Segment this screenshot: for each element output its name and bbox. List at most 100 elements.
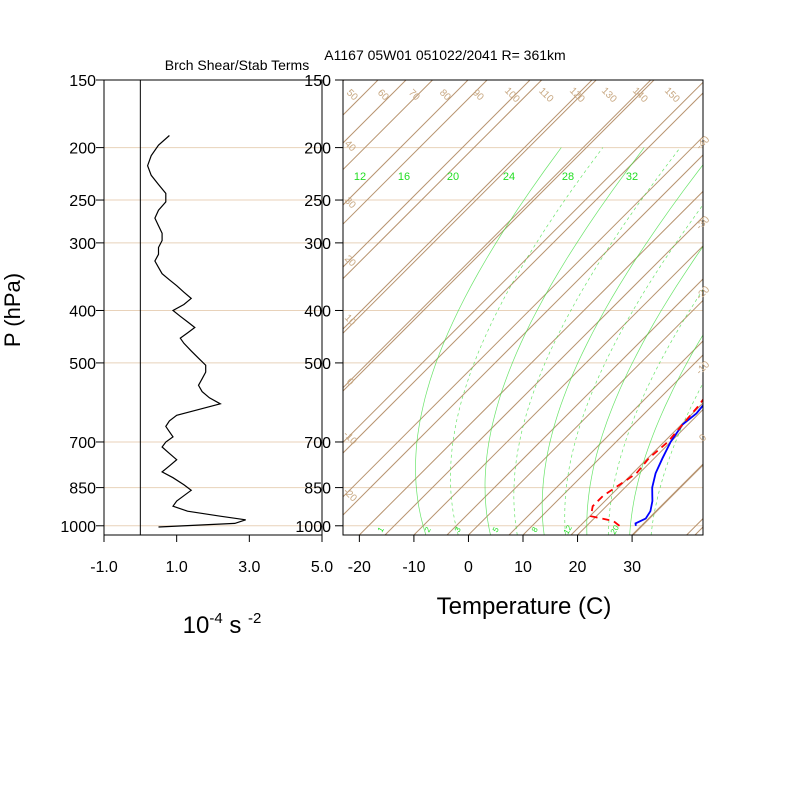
dry-adiabat-line [343,92,703,454]
dry-adiabat-line [343,80,655,392]
shear-x-axis-label-part: -2 [248,610,261,627]
mixing-ratio-line [564,204,703,535]
skew-isotherm-line [343,80,542,280]
mixing-ratio-label: 12 [354,171,366,183]
skew-isotherm-line [796,80,800,535]
dry-adiabat-label: 0 [344,376,356,388]
skew-isotherm-line [522,354,703,535]
skew-y-tick-label: 150 [304,73,331,90]
shear-y-tick-label: 850 [69,481,96,498]
skew-y-tick-label: 300 [304,236,331,253]
skew-x-tick-label: -20 [348,559,371,576]
mixing-ratio-line [629,334,703,535]
skew-isotherm-line [343,80,652,389]
mixing-ratio-bottom-label: 2 [423,525,433,534]
mixing-ratio-label: 32 [626,171,638,183]
skew-t-title: A1167 05W01 051022/2041 R= 361km [324,47,565,63]
dry-adiabat-label: 90 [470,87,486,103]
shear-x-tick-label: -1.0 [90,559,118,576]
mixing-ratio-line [650,382,703,535]
skew-isotherm-line [343,80,597,334]
skew-t-grid [0,75,800,635]
mixing-ratio-line [450,147,604,535]
skew-isotherm-line [0,80,269,535]
mixing-ratio-line [415,147,562,535]
dry-adiabat-line [0,75,225,635]
skew-isotherm-line [343,80,433,171]
skew-isotherm-line [741,80,800,535]
shear-x-tick-label: 1.0 [166,559,188,576]
skew-y-tick-label: 850 [304,481,331,498]
dry-adiabat-label: 40 [342,138,358,154]
mixing-ratio-label: 20 [447,171,459,183]
skew-isotherm-line [413,245,703,535]
skew-y-tick-label: 700 [304,435,331,452]
dry-adiabat-label: 140 [630,85,650,105]
dewpoint-profile-line [589,398,703,527]
shear-y-tick-label: 1000 [60,519,96,536]
dry-adiabat-line [0,75,39,635]
dry-adiabat-line [508,340,703,535]
dry-adiabat-label: 10 [342,312,358,328]
skew-isotherm-line [343,80,488,225]
mixing-ratio-line [541,164,703,535]
dry-adiabat-label: 30 [342,195,358,211]
dry-adiabat-line [343,80,593,330]
skew-isotherm-line [343,81,703,443]
dry-adiabat-label: 60 [375,87,391,103]
skew-y-tick-label: 1000 [295,519,331,536]
isotherm-label: -40 [694,134,712,152]
shear-y-tick-label: 200 [69,141,96,158]
skew-y-tick-label: 250 [304,193,331,210]
mixing-ratio-bottom-label: 3 [453,525,463,534]
skew-isotherm-line [631,463,703,535]
skew-y-tick-label: 500 [304,356,331,373]
shear-x-axis-label-part: -4 [209,610,222,627]
dry-adiabat-line [384,216,703,535]
skew-y-tick-label: 200 [304,141,331,158]
mixing-ratio-bottom-label: 5 [491,525,501,534]
dry-adiabat-line [632,464,703,535]
dry-adiabat-line [343,80,469,206]
dry-adiabat-label: 80 [437,87,453,103]
shear-stability-profile-line [146,135,246,528]
dry-adiabat-label: 110 [536,86,555,105]
dry-adiabat-label: 130 [599,85,619,105]
skew-isotherm-line [577,408,703,535]
dry-adiabat-line [343,80,407,144]
skew-t-panel: A1167 05W01 051022/2041 R= 361km15020025… [0,47,800,635]
skew-t-plot-frame [342,79,704,536]
skew-isotherm-line [343,136,703,498]
isotherm-label: -30 [694,214,712,232]
temperature-axis-label: Temperature (C) [437,593,612,620]
mixing-ratio-line [513,147,681,535]
shear-y-tick-label: 500 [69,356,96,373]
mixing-ratio-line [484,147,645,535]
skew-x-tick-label: 10 [514,559,532,576]
pressure-axis-label: P (hPa) [0,273,25,347]
dry-adiabat-line [657,75,800,635]
dry-adiabat-line [0,75,287,635]
dry-adiabat-line [719,75,800,635]
skew-x-tick-label: 20 [569,559,587,576]
temperature-profile-line [634,404,703,526]
shear-plot-frame [103,79,323,536]
dry-adiabat-line [343,80,345,82]
skew-x-tick-label: 0 [464,559,473,576]
mixing-ratio-bottom-label: 8 [530,525,540,534]
shear-x-axis-label: 10-4 s -2 [183,610,262,639]
skew-x-tick-label: 30 [623,559,641,576]
shear-x-tick-label: 3.0 [238,559,260,576]
mixing-ratio-label: 28 [562,171,574,183]
mixing-ratio-line [586,245,703,535]
shear-x-tick-label: 5.0 [311,559,333,576]
shear-y-tick-label: 150 [69,73,96,90]
skew-y-tick-label: 400 [304,303,331,320]
shear-stability-panel: Brch Shear/Stab Terms1502002503004005007… [0,57,333,639]
shear-x-axis-label-part: s [223,612,248,639]
mixing-ratio-line [607,288,703,535]
dry-adiabat-label: -10 [341,429,359,447]
shear-y-tick-label: 250 [69,193,96,210]
dry-adiabat-label: 20 [342,253,358,269]
